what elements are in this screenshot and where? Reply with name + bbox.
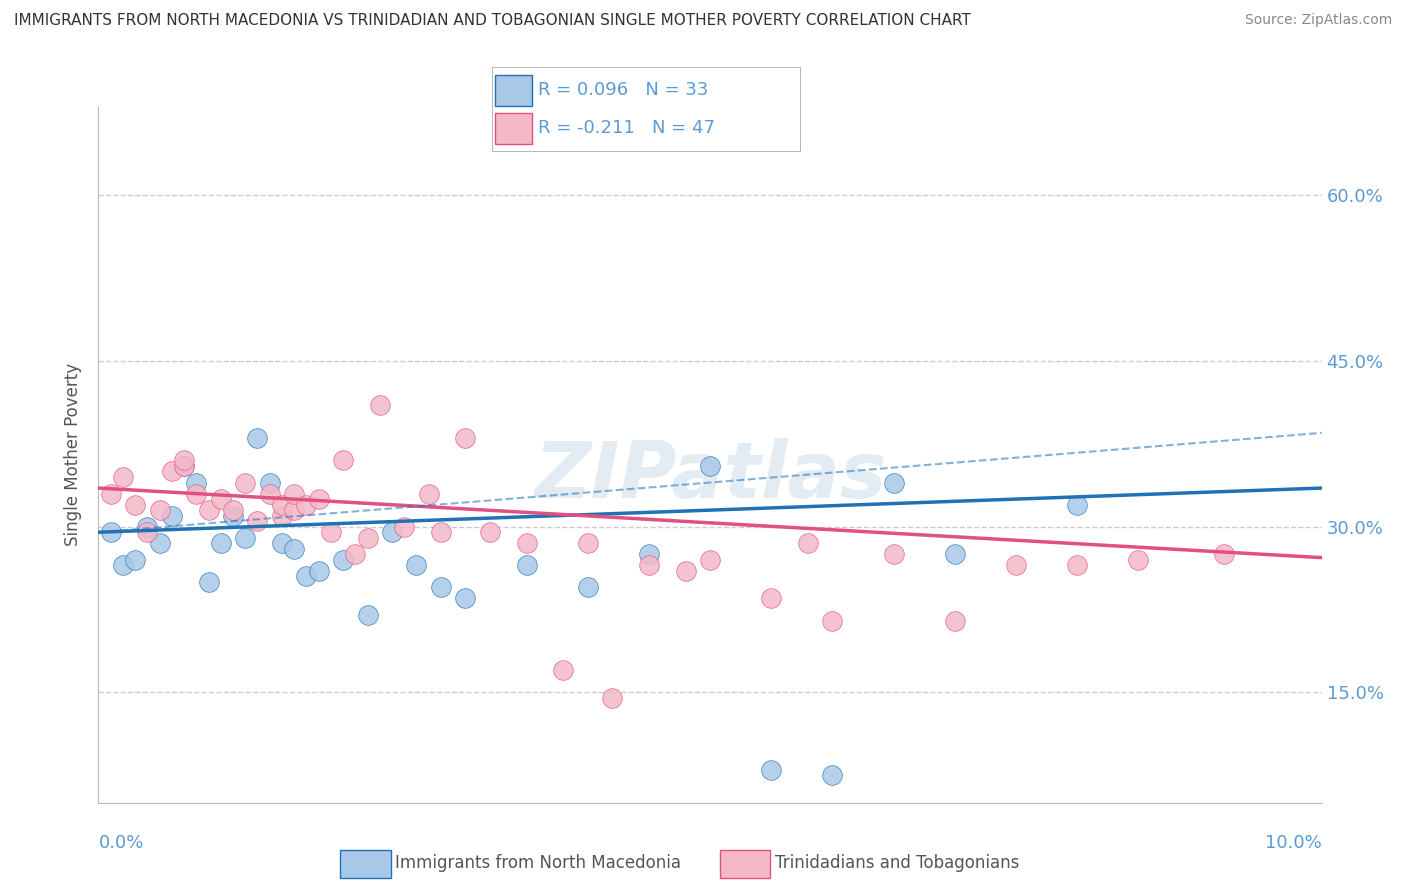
Point: [344, 547, 367, 561]
Point: [319, 525, 342, 540]
Point: [149, 536, 172, 550]
Point: [332, 553, 354, 567]
Point: [222, 508, 245, 523]
Y-axis label: Single Mother Poverty: Single Mother Poverty: [65, 363, 83, 547]
Point: [259, 486, 281, 500]
Point: [405, 558, 427, 573]
FancyBboxPatch shape: [495, 112, 533, 144]
Point: [308, 564, 330, 578]
Text: Immigrants from North Macedonia: Immigrants from North Macedonia: [395, 854, 681, 872]
Point: [1066, 558, 1088, 573]
Point: [186, 486, 208, 500]
Point: [1004, 558, 1026, 573]
FancyBboxPatch shape: [340, 850, 391, 879]
Point: [699, 553, 721, 567]
Point: [356, 531, 378, 545]
FancyBboxPatch shape: [495, 75, 533, 106]
Text: R = -0.211   N = 47: R = -0.211 N = 47: [538, 119, 716, 136]
Point: [1128, 553, 1150, 567]
Point: [759, 591, 782, 606]
Point: [295, 569, 318, 583]
Point: [233, 475, 256, 490]
Text: Source: ZipAtlas.com: Source: ZipAtlas.com: [1244, 13, 1392, 28]
Point: [576, 581, 599, 595]
Point: [553, 663, 575, 677]
Point: [295, 498, 318, 512]
Point: [246, 514, 269, 528]
Point: [1212, 547, 1234, 561]
Point: [943, 547, 966, 561]
Text: ZIPatlas: ZIPatlas: [534, 438, 886, 514]
Point: [392, 519, 416, 533]
Point: [283, 486, 305, 500]
Point: [233, 531, 256, 545]
Point: [821, 614, 844, 628]
Point: [943, 614, 966, 628]
Point: [454, 431, 477, 445]
Point: [186, 475, 208, 490]
Point: [209, 536, 232, 550]
Point: [600, 690, 623, 705]
Point: [308, 492, 330, 507]
Point: [197, 574, 219, 589]
Point: [160, 465, 183, 479]
FancyBboxPatch shape: [720, 850, 770, 879]
Point: [576, 536, 599, 550]
Text: 0.0%: 0.0%: [98, 834, 143, 852]
Point: [124, 553, 146, 567]
Point: [246, 431, 269, 445]
Point: [430, 581, 453, 595]
Point: [637, 558, 661, 573]
Point: [124, 498, 146, 512]
Point: [100, 486, 122, 500]
Point: [368, 398, 391, 412]
Point: [222, 503, 245, 517]
Point: [209, 492, 232, 507]
Point: [516, 558, 538, 573]
Point: [283, 541, 305, 556]
Point: [136, 519, 159, 533]
Point: [111, 558, 134, 573]
Point: [136, 525, 159, 540]
Point: [637, 547, 661, 561]
Text: 10.0%: 10.0%: [1265, 834, 1322, 852]
Point: [160, 508, 183, 523]
Point: [149, 503, 172, 517]
Point: [356, 608, 378, 623]
Point: [797, 536, 820, 550]
Text: Trinidadians and Tobagonians: Trinidadians and Tobagonians: [775, 854, 1019, 872]
Point: [430, 525, 453, 540]
Point: [759, 763, 782, 777]
Point: [418, 486, 440, 500]
Point: [197, 503, 219, 517]
Point: [283, 503, 305, 517]
Point: [270, 498, 292, 512]
Point: [478, 525, 501, 540]
Point: [173, 453, 195, 467]
Point: [675, 564, 697, 578]
Point: [270, 536, 292, 550]
Point: [173, 458, 195, 473]
Text: IMMIGRANTS FROM NORTH MACEDONIA VS TRINIDADIAN AND TOBAGONIAN SINGLE MOTHER POVE: IMMIGRANTS FROM NORTH MACEDONIA VS TRINI…: [14, 13, 972, 29]
Point: [270, 508, 292, 523]
Text: R = 0.096   N = 33: R = 0.096 N = 33: [538, 81, 709, 99]
Point: [883, 475, 905, 490]
Point: [454, 591, 477, 606]
Point: [516, 536, 538, 550]
Point: [699, 458, 721, 473]
Point: [332, 453, 354, 467]
Point: [173, 458, 195, 473]
Point: [100, 525, 122, 540]
Point: [821, 768, 844, 782]
Point: [381, 525, 404, 540]
Point: [111, 470, 134, 484]
Point: [1066, 498, 1088, 512]
Point: [259, 475, 281, 490]
Point: [883, 547, 905, 561]
